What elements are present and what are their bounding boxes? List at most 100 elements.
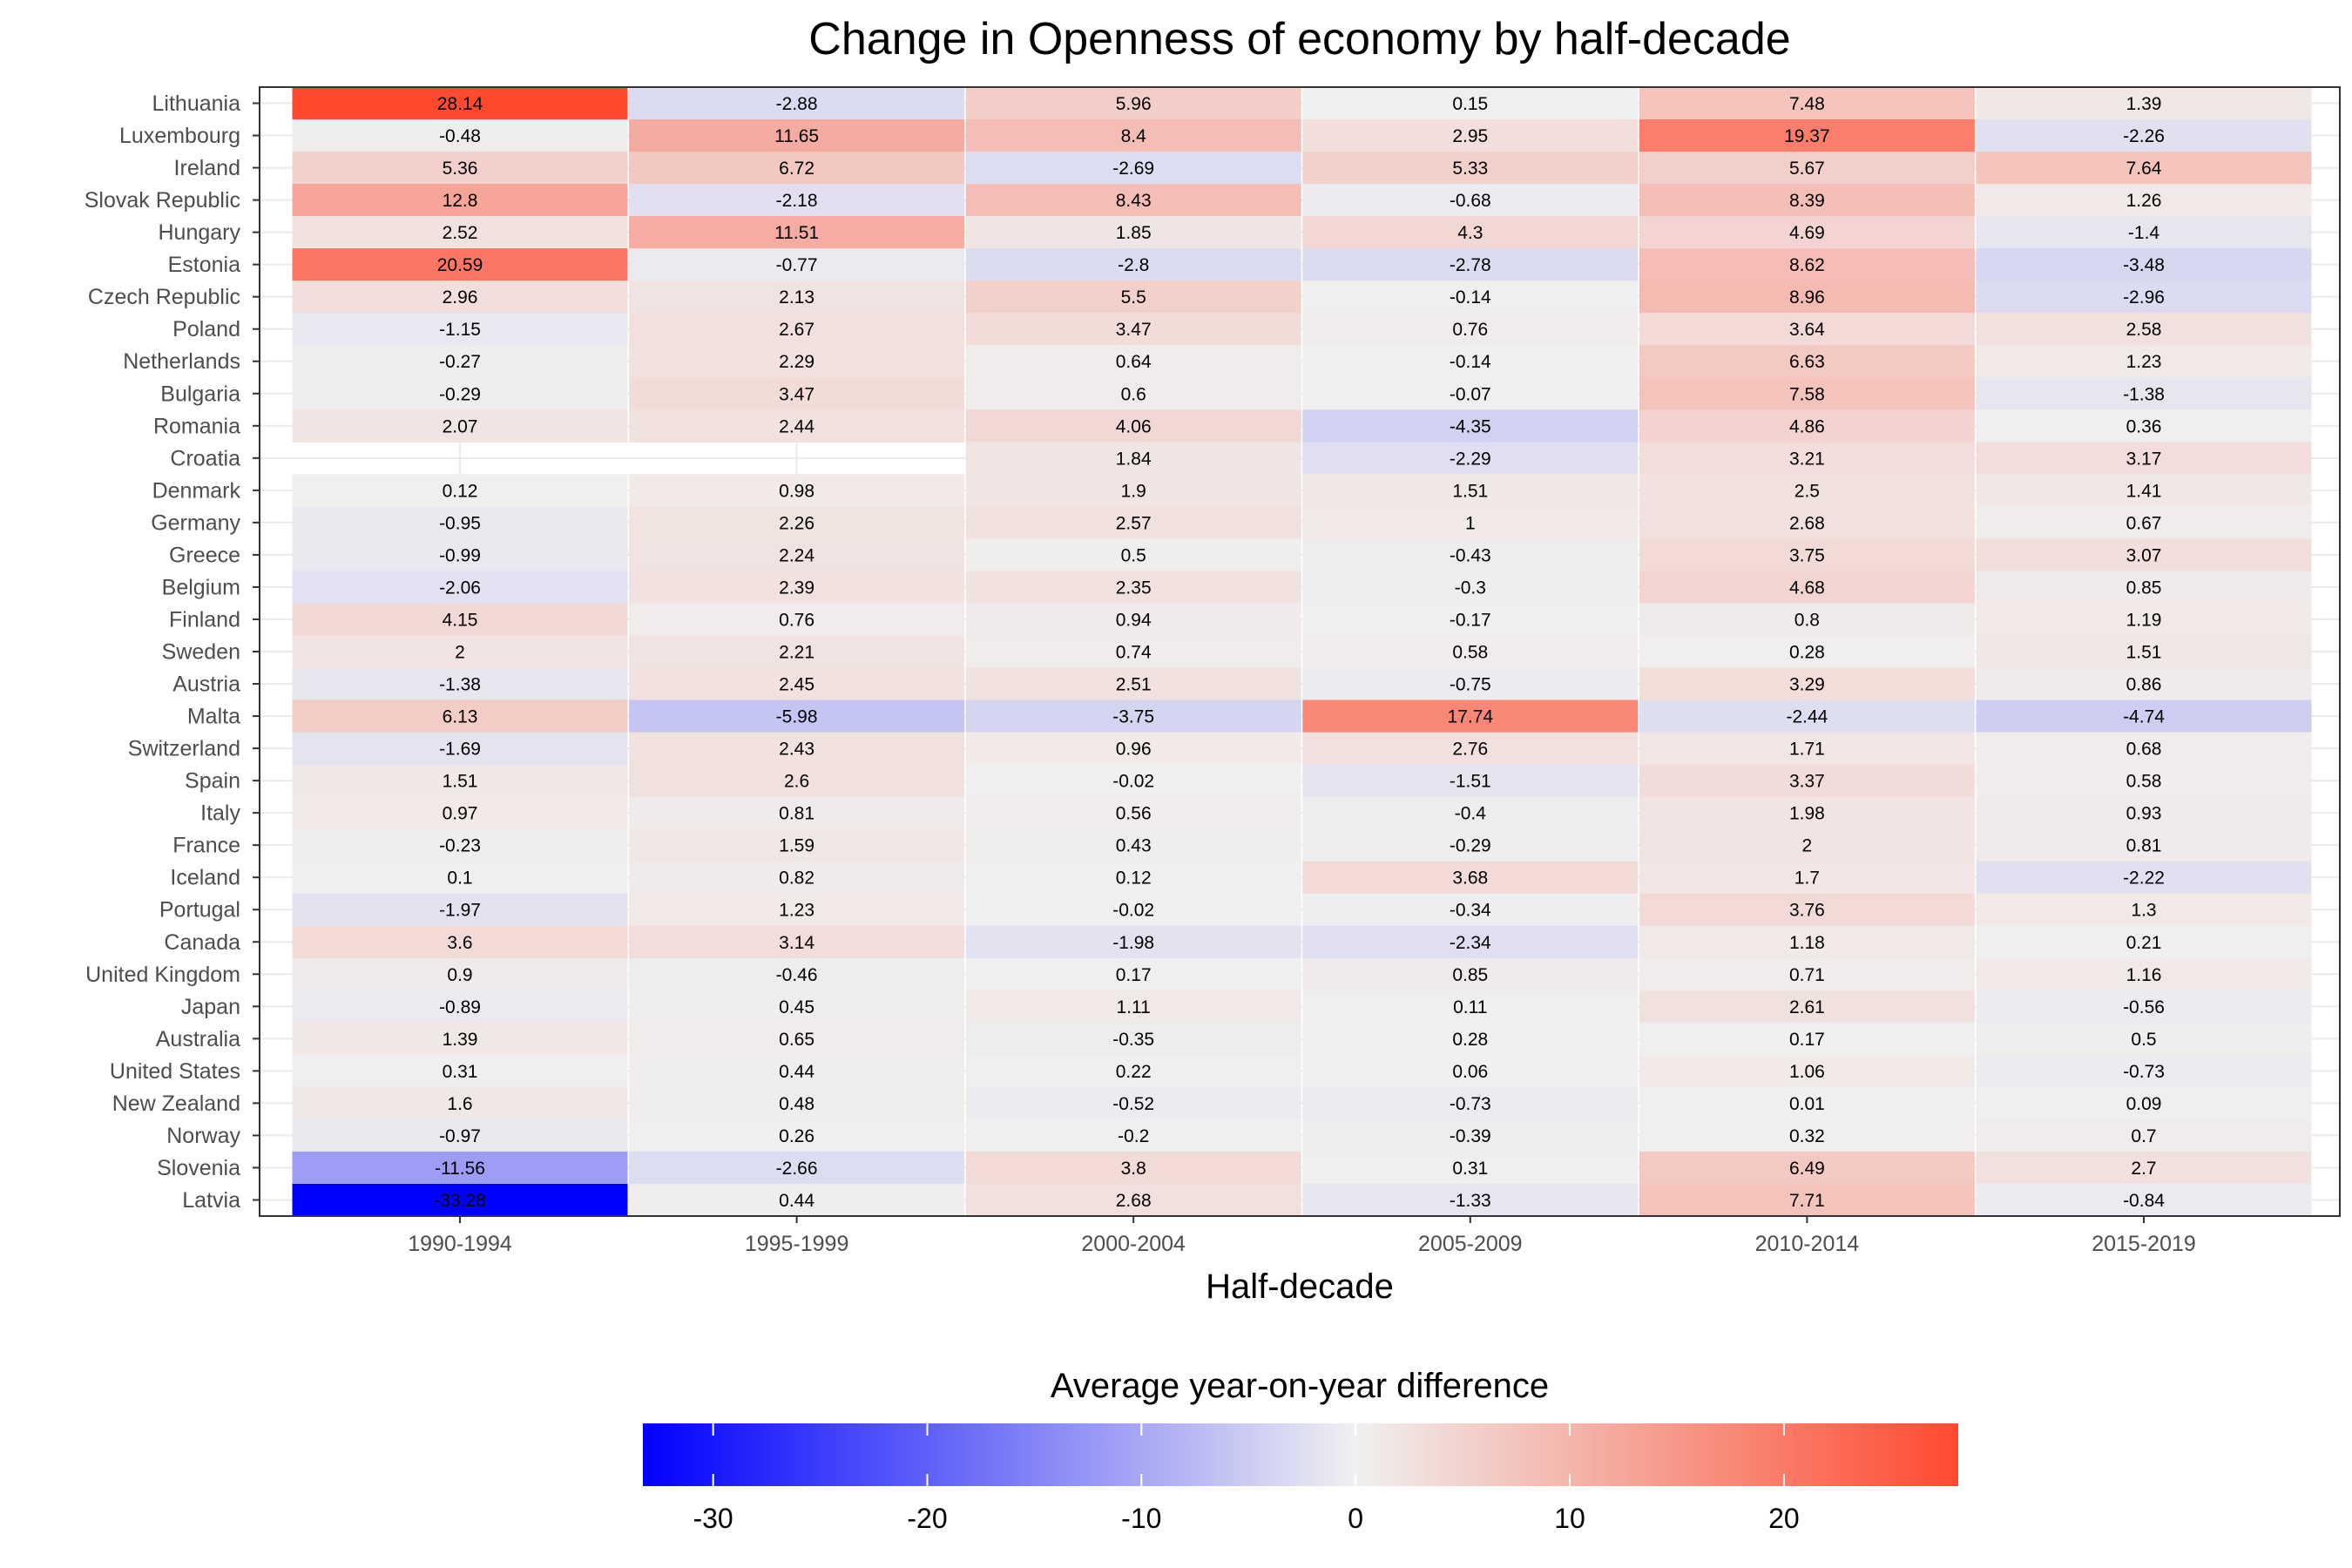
x-tick-label: 2000-2004 bbox=[1081, 1232, 1186, 1256]
y-axis-ticks: Lithuania Luxembourg Ireland Slovak Republi… bbox=[84, 91, 260, 1213]
heatmap-cell bbox=[965, 248, 1301, 281]
heatmap-cell bbox=[1639, 87, 1975, 120]
heatmap-cell bbox=[292, 667, 628, 701]
cell-value-label: 1.3 bbox=[2131, 901, 2156, 921]
heatmap-cell bbox=[1639, 861, 1975, 895]
heatmap-cell bbox=[1976, 377, 2312, 410]
heatmap-cell bbox=[1639, 1054, 1975, 1088]
cell-value-label: -0.84 bbox=[2123, 1191, 2165, 1211]
heatmap-cell bbox=[292, 248, 628, 281]
heatmap-cell bbox=[965, 313, 1301, 346]
cell-value-label: 0.86 bbox=[2126, 675, 2162, 695]
cell-value-label: 0.98 bbox=[779, 481, 814, 501]
heatmap-cell bbox=[1639, 957, 1975, 991]
cell-value-label: -0.56 bbox=[2123, 997, 2165, 1017]
heatmap-cell bbox=[1302, 345, 1639, 378]
cell-value-label: -0.35 bbox=[1112, 1030, 1154, 1050]
cell-value-label: -2.8 bbox=[1118, 255, 1149, 275]
cell-value-label: 7.71 bbox=[1789, 1191, 1825, 1211]
heatmap-cell bbox=[1302, 828, 1639, 862]
y-tick-label: Romania bbox=[153, 414, 240, 438]
cell-value-label: 2.44 bbox=[779, 416, 814, 436]
cell-value-label: 6.72 bbox=[779, 159, 814, 179]
heatmap-cell bbox=[1976, 152, 2312, 185]
cell-value-label: -2.06 bbox=[439, 578, 481, 598]
cell-value-label: 0.36 bbox=[2126, 416, 2162, 436]
cell-value-label: 1.26 bbox=[2126, 191, 2162, 211]
cell-value-label: 0.6 bbox=[1121, 384, 1146, 404]
cell-value-label: -0.77 bbox=[776, 255, 818, 275]
heatmap-cell bbox=[629, 377, 965, 410]
cell-value-label: -5.98 bbox=[776, 707, 818, 727]
cell-value-label: 3.47 bbox=[779, 384, 814, 404]
cell-value-label: 0.28 bbox=[1789, 643, 1825, 663]
cell-value-label: -2.78 bbox=[1450, 255, 1491, 275]
heatmap-cell bbox=[1639, 1151, 1975, 1185]
heatmap-cell bbox=[629, 861, 965, 895]
heatmap-cell bbox=[1976, 635, 2312, 669]
heatmap-cell bbox=[1639, 216, 1975, 249]
y-tick-label: Hungary bbox=[159, 220, 241, 245]
heatmap-cell bbox=[1976, 667, 2312, 701]
cell-value-label: 8.39 bbox=[1789, 191, 1825, 211]
cell-value-label: 2.52 bbox=[443, 223, 478, 243]
cell-value-label: 1.19 bbox=[2126, 611, 2162, 631]
heatmap-cell bbox=[292, 990, 628, 1024]
cell-value-label: 2.45 bbox=[779, 675, 814, 695]
x-tick-label: 2010-2014 bbox=[1755, 1232, 1860, 1256]
cell-value-label: 0.85 bbox=[2126, 578, 2162, 598]
heatmap-cell bbox=[965, 119, 1301, 152]
y-tick-label: Slovenia bbox=[157, 1156, 240, 1180]
heatmap-cell bbox=[1302, 1022, 1639, 1056]
cell-value-label: 2.51 bbox=[1116, 675, 1152, 695]
legend-tick-label: -10 bbox=[1121, 1503, 1161, 1534]
cell-value-label: 0.81 bbox=[779, 804, 814, 824]
heatmap-cell bbox=[1302, 667, 1639, 701]
cell-value-label: -0.17 bbox=[1450, 611, 1491, 631]
heatmap-cell bbox=[965, 1054, 1301, 1088]
cell-value-label: 3.8 bbox=[1121, 1159, 1146, 1179]
cell-value-label: -0.29 bbox=[1450, 836, 1491, 856]
heatmap-cell bbox=[1302, 119, 1639, 152]
cell-value-label: 1.7 bbox=[1794, 868, 1820, 889]
y-tick-label: Spain bbox=[185, 769, 240, 794]
cell-value-label: 2.21 bbox=[779, 643, 814, 663]
heatmap-cell bbox=[1976, 603, 2312, 637]
heatmap-cell bbox=[292, 828, 628, 862]
heatmap-cell bbox=[629, 635, 965, 669]
cell-value-label: -3.48 bbox=[2123, 255, 2165, 275]
heatmap-cell bbox=[292, 119, 628, 152]
heatmap-cell bbox=[629, 248, 965, 281]
y-tick-label: Australia bbox=[156, 1027, 240, 1051]
y-tick-label: Canada bbox=[164, 930, 240, 955]
cell-value-label: 11.51 bbox=[774, 223, 819, 243]
heatmap-cell bbox=[292, 893, 628, 927]
cell-value-label: 8.62 bbox=[1789, 255, 1825, 275]
heatmap-cell bbox=[629, 152, 965, 185]
heatmap-cell bbox=[629, 1151, 965, 1185]
heatmap-cell bbox=[1976, 828, 2312, 862]
x-tick-label: 2015-2019 bbox=[2092, 1232, 2196, 1256]
cell-value-label: 5.33 bbox=[1452, 159, 1488, 179]
cell-value-label: 2.68 bbox=[1116, 1191, 1152, 1211]
heatmap-cell bbox=[1302, 893, 1639, 927]
heatmap-cell bbox=[292, 184, 628, 217]
cell-value-label: 5.96 bbox=[1116, 94, 1152, 114]
heatmap-cell bbox=[1302, 280, 1639, 314]
heatmap-cell bbox=[965, 1151, 1301, 1185]
heatmap-cell bbox=[1976, 280, 2312, 314]
cell-value-label: 12.8 bbox=[443, 191, 478, 211]
cell-value-label: 0.97 bbox=[443, 804, 478, 824]
heatmap-cell bbox=[292, 506, 628, 539]
heatmap-cell bbox=[965, 377, 1301, 410]
cell-value-label: -2.29 bbox=[1450, 449, 1491, 469]
cell-value-label: 2.29 bbox=[779, 352, 814, 372]
heatmap-cell bbox=[1639, 119, 1975, 152]
cell-value-label: 2.67 bbox=[779, 320, 814, 340]
y-tick-label: United States bbox=[110, 1059, 240, 1084]
legend-colorbar bbox=[643, 1423, 1958, 1486]
y-tick-label: Slovak Republic bbox=[84, 188, 240, 213]
heatmap-cell bbox=[1302, 571, 1639, 604]
cell-value-label: -2.22 bbox=[2123, 868, 2165, 889]
cell-value-label: -1.51 bbox=[1450, 772, 1491, 792]
